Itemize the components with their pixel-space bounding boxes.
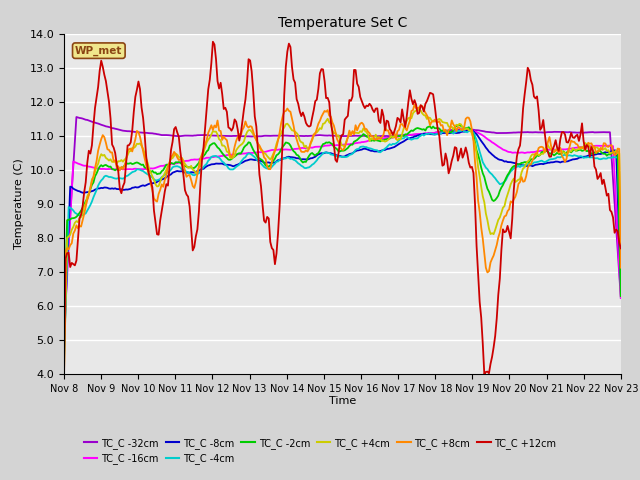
TC_C -4cm xyxy=(303,165,311,170)
Line: TC_C +4cm: TC_C +4cm xyxy=(64,108,621,372)
TC_C -32cm xyxy=(130,129,138,135)
TC_C -32cm xyxy=(305,133,313,139)
Line: TC_C -4cm: TC_C -4cm xyxy=(64,130,621,359)
TC_C -16cm xyxy=(60,332,68,337)
Y-axis label: Temperature (C): Temperature (C) xyxy=(14,158,24,250)
Line: TC_C -8cm: TC_C -8cm xyxy=(64,130,621,348)
TC_C +4cm xyxy=(303,146,311,152)
TC_C -32cm xyxy=(588,129,595,135)
Line: TC_C -2cm: TC_C -2cm xyxy=(64,125,621,337)
TC_C +12cm xyxy=(588,144,595,150)
Line: TC_C +12cm: TC_C +12cm xyxy=(64,42,621,381)
TC_C +8cm xyxy=(226,152,234,157)
TC_C -8cm xyxy=(617,282,625,288)
TC_C -8cm xyxy=(467,127,474,132)
TC_C -16cm xyxy=(465,127,473,133)
TC_C -16cm xyxy=(226,152,234,158)
TC_C +8cm xyxy=(588,141,595,146)
TC_C -32cm xyxy=(246,133,254,139)
TC_C -16cm xyxy=(303,145,311,151)
TC_C -32cm xyxy=(72,114,80,120)
TC_C -2cm xyxy=(60,334,68,340)
TC_C -8cm xyxy=(60,345,68,350)
TC_C -8cm xyxy=(129,185,136,191)
TC_C -4cm xyxy=(60,356,68,361)
TC_C +12cm xyxy=(246,58,254,63)
Line: TC_C -32cm: TC_C -32cm xyxy=(64,117,621,313)
Title: Temperature Set C: Temperature Set C xyxy=(278,16,407,30)
TC_C -32cm xyxy=(228,133,236,139)
TC_C -2cm xyxy=(456,122,463,128)
TC_C +4cm xyxy=(414,105,422,111)
TC_C -2cm xyxy=(244,139,252,145)
TC_C -2cm xyxy=(254,155,262,160)
TC_C -4cm xyxy=(459,127,467,133)
TC_C +8cm xyxy=(129,149,136,155)
TC_C +12cm xyxy=(209,39,217,45)
Line: TC_C -16cm: TC_C -16cm xyxy=(64,130,621,335)
TC_C +4cm xyxy=(129,145,136,151)
TC_C +8cm xyxy=(411,102,419,108)
TC_C +4cm xyxy=(254,141,262,146)
Text: WP_met: WP_met xyxy=(75,46,122,56)
TC_C +12cm xyxy=(617,245,625,251)
TC_C -2cm xyxy=(226,157,234,163)
TC_C -4cm xyxy=(588,155,595,160)
TC_C -16cm xyxy=(254,149,262,155)
TC_C +12cm xyxy=(305,124,313,130)
TC_C -32cm xyxy=(255,133,263,139)
TC_C -2cm xyxy=(617,293,625,299)
TC_C -16cm xyxy=(588,143,595,149)
TC_C -2cm xyxy=(129,161,136,167)
TC_C +12cm xyxy=(129,128,136,133)
TC_C -8cm xyxy=(254,157,262,163)
TC_C +8cm xyxy=(254,141,262,147)
TC_C +4cm xyxy=(617,240,625,246)
TC_C +12cm xyxy=(255,172,263,178)
TC_C -8cm xyxy=(244,157,252,163)
TC_C +8cm xyxy=(60,336,68,341)
Line: TC_C +8cm: TC_C +8cm xyxy=(64,105,621,338)
TC_C +8cm xyxy=(244,125,252,131)
TC_C -32cm xyxy=(617,295,625,300)
TC_C -8cm xyxy=(303,156,311,162)
TC_C -16cm xyxy=(617,295,625,301)
TC_C +4cm xyxy=(60,370,68,375)
TC_C -8cm xyxy=(226,162,234,168)
TC_C +4cm xyxy=(226,155,234,160)
TC_C -8cm xyxy=(588,152,595,158)
TC_C -2cm xyxy=(303,156,311,161)
TC_C +4cm xyxy=(588,147,595,153)
TC_C -4cm xyxy=(254,158,262,164)
TC_C -2cm xyxy=(588,151,595,156)
TC_C -4cm xyxy=(617,272,625,277)
TC_C -16cm xyxy=(129,167,136,172)
TC_C -16cm xyxy=(244,150,252,156)
TC_C +8cm xyxy=(617,265,625,271)
TC_C -4cm xyxy=(244,151,252,156)
TC_C -4cm xyxy=(226,167,234,172)
Legend: TC_C -32cm, TC_C -16cm, TC_C -8cm, TC_C -4cm, TC_C -2cm, TC_C +4cm, TC_C +8cm, T: TC_C -32cm, TC_C -16cm, TC_C -8cm, TC_C … xyxy=(80,434,561,468)
TC_C -32cm xyxy=(60,311,68,316)
TC_C +12cm xyxy=(60,378,68,384)
X-axis label: Time: Time xyxy=(329,396,356,406)
TC_C +12cm xyxy=(228,128,236,133)
TC_C +4cm xyxy=(244,127,252,133)
TC_C -4cm xyxy=(129,169,136,175)
TC_C +8cm xyxy=(303,149,311,155)
